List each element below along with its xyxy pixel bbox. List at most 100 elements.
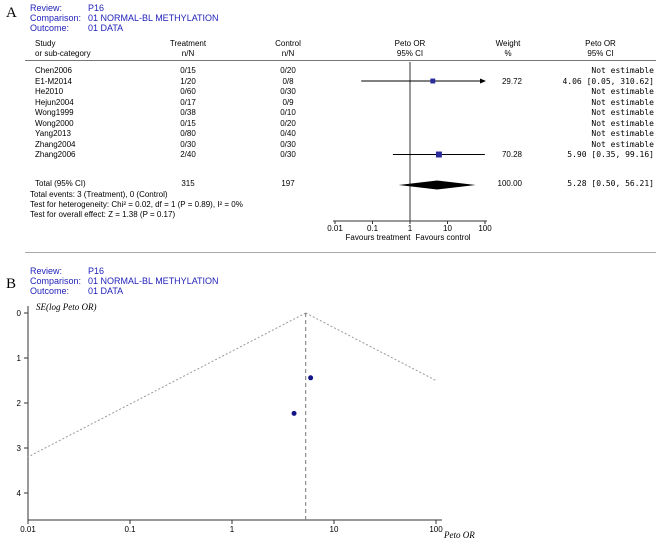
col-header-weight: Weight % (478, 39, 538, 59)
study-name: He2010 (35, 87, 64, 96)
treatment-nN: 0/15 (180, 118, 196, 128)
peto-or-ci-text: 5.90 [0.35, 99.16] (567, 150, 654, 159)
forest-row-Wong1999: Wong1999 0/38 0/10 Not estimable (0, 108, 658, 119)
panel-a-outcome-row: Outcome: 01 DATA (30, 23, 123, 33)
svg-text:1: 1 (408, 224, 413, 233)
peto-or-ci-text: Not estimable (591, 97, 654, 107)
col-header-treatment-line1: Treatment (169, 39, 207, 48)
col-header-control-line1: Control (275, 39, 301, 48)
col-header-control-line2: n/N (281, 49, 295, 58)
review-label: Review: (30, 3, 63, 13)
control-nN: 0/30 (280, 139, 296, 149)
review-value: P16 (88, 3, 105, 13)
forest-row-E1-M2014: E1-M2014 1/20 0/8 29.72 4.06 [0.05, 310.62] (0, 77, 658, 88)
outcome-label: Outcome: (30, 23, 70, 33)
treatment-nN: 2/40 (180, 150, 196, 159)
control-nN: 0/30 (280, 150, 296, 159)
treatment-nN: 0/80 (180, 129, 196, 138)
col-header-treatment-line2: n/N (181, 49, 195, 58)
peto-or-ci-text: Not estimable (591, 87, 654, 96)
peto-or-ci-text: Not estimable (591, 139, 654, 149)
comparison-value: 01 NORMAL-BL METHYLATION (88, 13, 219, 23)
svg-text:0.1: 0.1 (124, 525, 136, 534)
study-name: Wong1999 (35, 108, 74, 117)
treatment-nN: 0/30 (180, 139, 196, 149)
control-nN: 0/40 (280, 129, 296, 138)
total-label: Total (95% CI) (35, 179, 86, 188)
svg-text:0.1: 0.1 (367, 224, 379, 233)
table-header-rule (25, 60, 656, 61)
col-header-study-line2: or sub-category (35, 49, 91, 58)
panel-a-label: A (6, 5, 17, 21)
svg-text:2: 2 (17, 399, 22, 408)
study-name: Zhang2006 (35, 150, 76, 159)
col-header-treatment: Treatment n/N (153, 39, 223, 59)
peto-or-ci-text: Not estimable (591, 66, 654, 75)
svg-text:10: 10 (443, 224, 452, 233)
svg-text:100: 100 (478, 224, 492, 233)
treatment-nN: 0/38 (180, 108, 196, 117)
col-header-weight-line2: % (504, 49, 512, 58)
panel-a-review-row: Review: P16 (30, 3, 104, 13)
svg-text:0.01: 0.01 (20, 525, 36, 534)
outcome-label: Outcome: (30, 286, 70, 296)
total-control-n: 197 (281, 179, 295, 188)
forest-row-Zhang2006: Zhang2006 2/40 0/30 70.28 5.90 [0.35, 99.16] (0, 150, 658, 161)
weight-pct: 70.28 (501, 150, 522, 159)
weight-pct: 29.72 (501, 76, 522, 86)
study-name: Chen2006 (35, 66, 72, 75)
peto-or-ci-text: Not estimable (591, 108, 654, 117)
treatment-nN: 0/60 (180, 87, 196, 96)
control-nN: 0/8 (282, 76, 294, 86)
total-events-note: Total events: 3 (Treatment), 0 (Control) (30, 190, 168, 199)
svg-text:4: 4 (17, 489, 22, 498)
svg-text:100: 100 (429, 525, 443, 534)
col-header-peto-or-plot-line2: 95% CI (396, 49, 424, 58)
treatment-nN: 0/15 (180, 66, 196, 75)
col-header-study: Study or sub-category (35, 39, 91, 59)
panel-a-comparison-row: Comparison: 01 NORMAL-BL METHYLATION (30, 13, 219, 23)
study-name: Zhang2004 (35, 139, 76, 149)
peto-or-ci-text: Not estimable (591, 129, 654, 138)
control-nN: 0/9 (282, 97, 294, 107)
review-label: Review: (30, 266, 63, 276)
col-header-weight-line1: Weight (495, 39, 521, 48)
funnel-y-axis-label: SE(log Peto OR) (36, 302, 97, 312)
funnel-x-axis-label: Peto OR (444, 530, 475, 540)
svg-text:0.01: 0.01 (327, 224, 343, 233)
control-nN: 0/20 (280, 66, 296, 75)
treatment-nN: 0/17 (180, 97, 196, 107)
forest-total-row: Total (95% CI) 315 197 100.00 5.28 [0.50, 56… (0, 179, 658, 190)
study-name: Wong2000 (35, 118, 74, 128)
total-weight-pct: 100.00 (497, 179, 522, 188)
col-header-peto-or-plot: Peto OR 95% CI (375, 39, 445, 59)
svg-text:1: 1 (230, 525, 235, 534)
svg-text:0: 0 (17, 309, 22, 318)
treatment-nN: 1/20 (180, 76, 196, 86)
forest-row-He2010: He2010 0/60 0/30 Not estimable (0, 87, 658, 98)
panel-b-label: B (6, 276, 17, 292)
favours-treatment-label: Favours treatment (345, 233, 411, 242)
svg-text:3: 3 (17, 444, 22, 453)
svg-text:10: 10 (330, 525, 339, 534)
forest-row-Yang2013: Yang2013 0/80 0/40 Not estimable (0, 129, 658, 140)
comparison-label: Comparison: (30, 276, 82, 286)
col-header-peto-or-text-line1: Peto OR (585, 39, 616, 48)
overall-effect-note: Test for overall effect: Z = 1.38 (P = 0… (30, 210, 176, 219)
col-header-control: Control n/N (253, 39, 323, 59)
outcome-value: 01 DATA (88, 286, 124, 296)
panel-b-review-row: Review: P16 (30, 266, 104, 276)
svg-text:1: 1 (17, 354, 22, 363)
total-treatment-n: 315 (181, 179, 195, 188)
control-nN: 0/20 (280, 118, 296, 128)
col-header-peto-or-plot-line1: Peto OR (394, 39, 426, 48)
comparison-label: Comparison: (30, 13, 82, 23)
outcome-value: 01 DATA (88, 23, 124, 33)
col-header-study-line1: Study (35, 39, 56, 48)
comparison-value: 01 NORMAL-BL METHYLATION (88, 276, 219, 286)
forest-row-Hejun2004: Hejun2004 0/17 0/9 Not estimable (0, 98, 658, 109)
study-name: Yang2013 (35, 129, 71, 138)
favours-control-label: Favours control (415, 233, 471, 242)
heterogeneity-note: Test for heterogeneity: Chi² = 0.02, df … (30, 200, 243, 209)
total-peto-or-ci-text: 5.28 [0.50, 56.21] (567, 179, 654, 188)
